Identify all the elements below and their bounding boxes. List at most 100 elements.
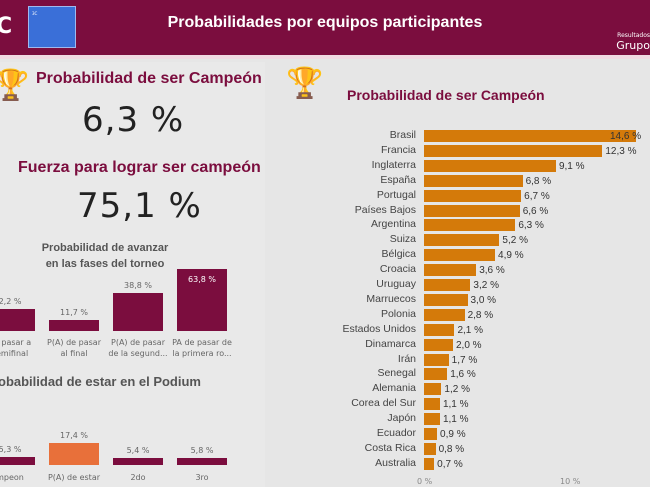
phases-title: Probabilidad de avanzar en las fases del …: [41, 242, 169, 270]
phase-category: P(A) de pasar de la segund...: [108, 338, 168, 358]
x-tick: 0 %: [417, 477, 433, 486]
bar: [424, 398, 440, 411]
bar: [424, 338, 453, 351]
bar: [424, 234, 500, 247]
bar-category-label: Costa Rica: [364, 441, 416, 454]
bar-category-label: Brasil: [389, 129, 416, 141]
bar: [424, 308, 465, 321]
podium-label: 5,4 %: [126, 446, 150, 456]
phase-label: 11,7 %: [60, 307, 88, 317]
phase-bar: [49, 319, 99, 331]
podium-category: P(A) de estar: [47, 473, 101, 482]
phase-bar: [0, 309, 35, 331]
bar-category-label: Argentina: [371, 218, 416, 231]
bar: [424, 219, 516, 232]
bar-category-label: Portugal: [376, 188, 416, 201]
podium-label: 17,4 %: [60, 431, 88, 440]
trophy-icon: 🏆: [0, 68, 30, 103]
bar-value-label: 14,6 %: [610, 131, 642, 142]
bar-category-label: Países Bajos: [354, 203, 416, 216]
champion-value: 6,3 %: [82, 100, 185, 140]
x-tick: 10 %: [560, 477, 581, 486]
bar-category-label: Australia: [375, 456, 416, 469]
podium-category: 3ro: [195, 473, 209, 482]
logo-3c: 3C: [28, 6, 76, 48]
bar: [424, 457, 435, 470]
bar-value-label: 9,1 %: [558, 160, 585, 172]
bar-value-label: 6,7 %: [524, 190, 550, 202]
chart-title: Probabilidad de ser Campeón: [347, 87, 545, 103]
bar: [424, 144, 603, 157]
bar-category-label: Francia: [380, 143, 416, 156]
phase-label: 2,2 %: [0, 297, 22, 307]
podium-category: 2do: [130, 473, 146, 482]
bar: [424, 293, 468, 306]
bar-category-label: Uruguay: [376, 278, 416, 290]
phase-category: de pasar asemifinal: [0, 338, 32, 358]
bar-value-label: 3,0 %: [470, 294, 497, 306]
podium-label: 5,8 %: [190, 445, 214, 455]
bar-value-label: 6,8 %: [525, 175, 552, 187]
bar-value-label: 1,2 %: [444, 384, 470, 396]
bar-value-label: 0,7 %: [437, 458, 463, 470]
strength-title: Fuerza para lograr ser campeón: [18, 159, 261, 176]
bar-category-label: Dinamarca: [365, 337, 416, 350]
bar-category-label: Polonia: [380, 307, 416, 320]
bar: [424, 383, 442, 396]
bar-category-label: Ecuador: [376, 427, 416, 439]
bar: [424, 264, 477, 277]
bar-category-label: Alemania: [372, 382, 416, 395]
bar-value-label: 2,0 %: [456, 339, 482, 351]
podium-category: mpeon: [0, 473, 24, 482]
champion-title: Probabilidad de ser Campeón: [36, 70, 262, 87]
bar-category-label: Japón: [387, 412, 416, 425]
podium-bar: [0, 457, 35, 465]
bar-category-label: Inglaterra: [371, 158, 416, 171]
phase-bar: [113, 293, 163, 331]
bar-category-label: Senegal: [377, 367, 416, 380]
bar-value-label: 3,6 %: [479, 265, 505, 277]
bar-value-label: 6,3 %: [518, 220, 544, 232]
bar-value-label: 2,8 %: [467, 309, 494, 321]
phase-bar: [177, 269, 227, 331]
bar-value-label: 1,6 %: [450, 369, 476, 381]
bar: [424, 204, 520, 217]
bar-category-label: Marruecos: [366, 292, 416, 305]
bar: [424, 279, 471, 291]
phase-label: 38,8 %: [124, 281, 152, 291]
divider: [0, 55, 650, 59]
bar: [424, 428, 438, 440]
header: C 3C Probabilidades por equipos particip…: [0, 0, 650, 55]
bar-value-label: 5,2 %: [502, 235, 528, 247]
bar: [424, 323, 455, 336]
bar: [424, 353, 449, 366]
bar: [424, 249, 496, 262]
podium-label: 5,3 %: [0, 445, 22, 455]
bar-value-label: 3,2 %: [473, 280, 499, 291]
bar: [424, 130, 636, 142]
bar-value-label: 1,1 %: [442, 399, 469, 411]
bar-value-label: 2,1 %: [457, 324, 484, 336]
logo-grupo: Resultados Grupo: [616, 32, 650, 52]
logo-left: C: [0, 14, 13, 39]
bar: [424, 413, 440, 426]
bar-value-label: 1,1 %: [442, 414, 469, 426]
bar-value-label: 6,6 %: [522, 205, 549, 217]
strength-value: 75,1 %: [77, 186, 202, 226]
bar-category-label: Estados Unidos: [342, 322, 416, 335]
bar: [424, 174, 523, 187]
podium-bar: [177, 457, 227, 465]
bar-value-label: 12,3 %: [605, 145, 637, 157]
bar-value-label: 4,9 %: [498, 250, 524, 262]
bar-category-label: Suiza: [389, 233, 416, 246]
phase-category: P(A) de pasar al final: [47, 338, 101, 358]
bar-category-label: Irán: [397, 352, 416, 365]
bar: [424, 189, 522, 202]
phase-category: PA de pasar de la primera ro...: [172, 338, 232, 358]
bar-value-label: 1,7 %: [451, 354, 478, 366]
bar-category-label: España: [380, 173, 416, 186]
bar-category-label: Croacia: [379, 263, 416, 276]
bar: [424, 442, 436, 455]
trophy-icon: 🏆: [286, 66, 324, 101]
podium-title: obabilidad de estar en el Podium: [0, 374, 201, 389]
